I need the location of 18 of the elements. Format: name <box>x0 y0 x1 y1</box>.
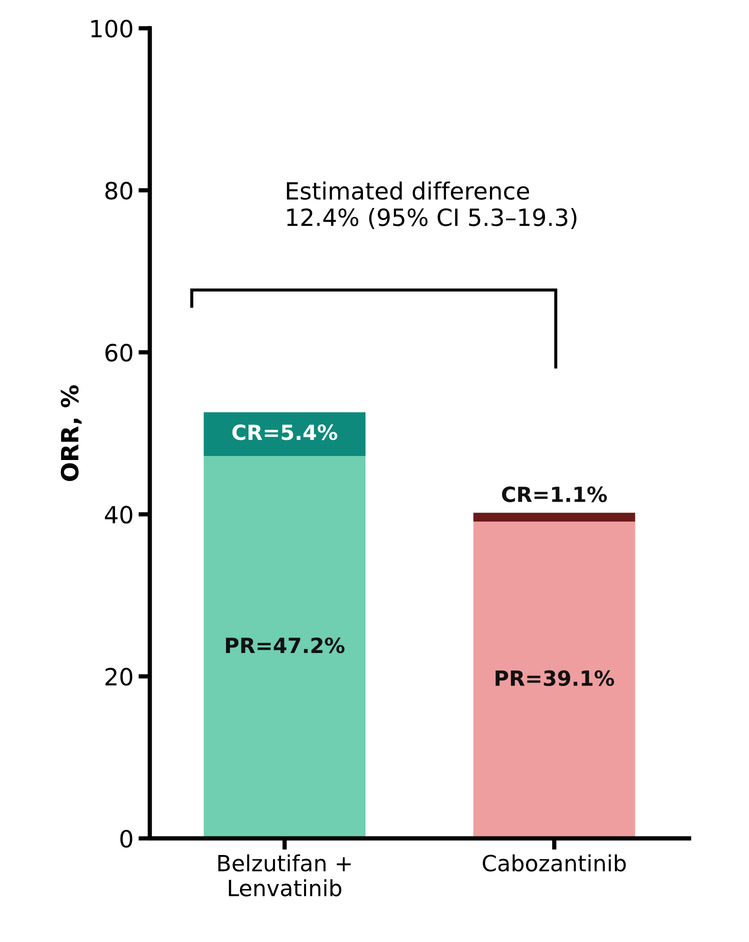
bar <box>473 512 636 522</box>
data-label: PR=39.1% <box>496 670 614 686</box>
y-tick-label: 100 <box>91 20 132 38</box>
annotation: Estimated difference 12.4% (95% CI 5.3–19.3) <box>286 182 576 229</box>
data-label: CR=1.1% <box>502 486 607 502</box>
y-axis-title: ORR, % <box>60 385 82 482</box>
bar <box>204 456 366 838</box>
y-tick-label: 0 <box>120 830 132 848</box>
bar <box>204 412 366 456</box>
y-tick-label: 60 <box>105 344 132 362</box>
data-label: CR=5.4% <box>232 424 338 440</box>
data-label: PR=47.2% <box>226 637 344 654</box>
x-tick-label: Belzutifan + Lenvatinib <box>218 854 351 896</box>
y-tick-label: 40 <box>104 506 132 524</box>
y-tick-label: 20 <box>106 668 132 686</box>
bar <box>473 522 636 838</box>
x-tick-label: Cabozantinib <box>482 854 626 872</box>
y-tick-label: 80 <box>105 182 132 200</box>
